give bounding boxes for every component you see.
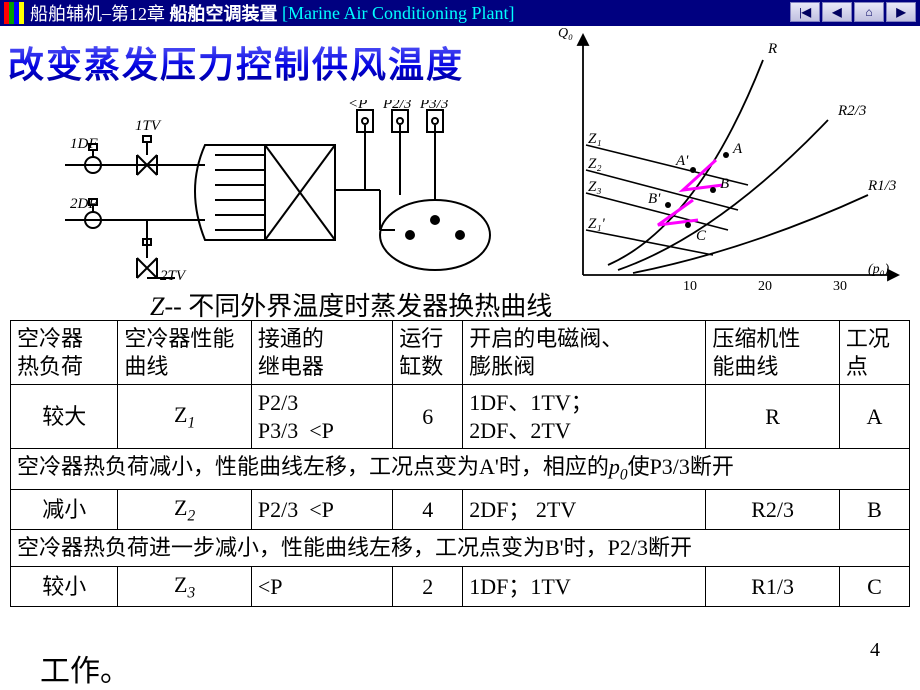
z-caption-text: 不同外界温度时蒸发器换热曲线 — [188, 292, 552, 321]
curve-r23-label: R2/3 — [837, 103, 866, 119]
cell: A — [839, 385, 909, 449]
table-row: 较大 Z1 P2/3P3/3 <P 6 1DF、1TV；2DF、2TV R A — [11, 385, 910, 449]
nav-next-button[interactable]: ▶ — [886, 2, 916, 22]
cell: Z3 — [118, 566, 251, 607]
cell: C — [839, 566, 909, 607]
label-2df: 2DF — [70, 196, 98, 212]
title-bar: 船舶辅机 – 第12章 船舶空调装置 [Marine Air Condition… — [0, 0, 920, 26]
cell: B — [839, 489, 909, 530]
performance-chart: 10 20 30 (p₀) Q₀ — [548, 25, 918, 295]
cell: 6 — [393, 385, 463, 449]
label-1df: 1DF — [70, 136, 98, 152]
cell: R2/3 — [706, 489, 839, 530]
label-2tv: 2TV — [160, 268, 187, 284]
label-p-lt: <P — [348, 100, 367, 112]
cell: 2DF； 2TV — [463, 489, 706, 530]
cell: 减小 — [11, 489, 118, 530]
z-dash: -- — [164, 292, 181, 321]
th-valves: 开启的电磁阀、膨胀阀 — [463, 321, 706, 385]
th-cylinders: 运行缸数 — [393, 321, 463, 385]
app-logo-icon — [4, 2, 26, 24]
pt-a: A — [732, 141, 743, 157]
footer-fragment: 工作。 — [40, 646, 130, 690]
nav-home-button[interactable]: ⌂ — [854, 2, 884, 22]
table-header-row: 空冷器热负荷 空冷器性能曲线 接通的继电器 运行缸数 开启的电磁阀、膨胀阀 压缩… — [11, 321, 910, 385]
curve-r13-label: R1/3 — [867, 178, 896, 194]
label-p33: P3/3 — [419, 100, 448, 112]
span-cell: 空冷器热负荷减小，性能曲线左移，工况点变为A'时，相应的p0使P3/3断开 — [11, 449, 910, 490]
bar-chapter: 第12章 — [111, 0, 165, 26]
table-span-row: 空冷器热负荷进一步减小，性能曲线左移，工况点变为B'时，P2/3断开 — [11, 530, 910, 567]
cell: 1DF；1TV — [463, 566, 706, 607]
cell: <P — [251, 566, 392, 607]
bar-dash: – — [102, 3, 111, 24]
span-cell: 空冷器热负荷进一步减小，性能曲线左移，工况点变为B'时，P2/3断开 — [11, 530, 910, 567]
th-rcurve: 压缩机性能曲线 — [706, 321, 839, 385]
label-p23: P2/3 — [382, 100, 411, 112]
cell: R — [706, 385, 839, 449]
x-axis-label: (p₀) — [868, 262, 890, 277]
z-caption: Z-- 不同外界温度时蒸发器换热曲线 — [150, 286, 552, 323]
z-letter: Z — [150, 292, 164, 321]
z1p-label: Z₁' — [588, 216, 606, 232]
cell: 较小 — [11, 566, 118, 607]
table-span-row: 空冷器热负荷减小，性能曲线左移，工况点变为A'时，相应的p0使P3/3断开 — [11, 449, 910, 490]
slide-title: 改变蒸发压力控制供风温度 — [8, 36, 464, 88]
nav-first-button[interactable]: |◀ — [790, 2, 820, 22]
nav-prev-button[interactable]: ◀ — [822, 2, 852, 22]
label-1tv: 1TV — [135, 118, 162, 134]
z2-label: Z₂ — [588, 156, 602, 172]
pt-b: B — [720, 176, 729, 192]
xtick-30: 30 — [833, 279, 847, 294]
z1-label: Z₁ — [588, 131, 602, 147]
operating-table: 空冷器热负荷 空冷器性能曲线 接通的继电器 运行缸数 开启的电磁阀、膨胀阀 压缩… — [10, 320, 910, 607]
y-axis-label: Q₀ — [558, 26, 573, 41]
pt-c: C — [696, 228, 707, 244]
cell: 较大 — [11, 385, 118, 449]
cell: 2 — [393, 566, 463, 607]
curve-r-label: R — [767, 41, 777, 57]
cell: P2/3P3/3 <P — [251, 385, 392, 449]
page-number: 4 — [870, 639, 880, 662]
table-row: 较小 Z3 <P 2 1DF；1TV R1/3 C — [11, 566, 910, 607]
cell: Z1 — [118, 385, 251, 449]
schematic-diagram: 1DF 1TV 2DF 2TV <P P2/3 P3/3 — [65, 100, 535, 290]
pt-bp: B' — [648, 191, 661, 207]
th-zcurve: 空冷器性能曲线 — [118, 321, 251, 385]
cell: R1/3 — [706, 566, 839, 607]
th-relays: 接通的继电器 — [251, 321, 392, 385]
cell: P2/3 <P — [251, 489, 392, 530]
table-row: 减小 Z2 P2/3 <P 4 2DF； 2TV R2/3 B — [11, 489, 910, 530]
cell: Z2 — [118, 489, 251, 530]
xtick-20: 20 — [758, 279, 772, 294]
cell: 1DF、1TV；2DF、2TV — [463, 385, 706, 449]
th-load: 空冷器热负荷 — [11, 321, 118, 385]
nav-button-group: |◀ ◀ ⌂ ▶ — [790, 2, 916, 22]
bar-title-bold: 船舶空调装置 — [170, 0, 278, 26]
xtick-10: 10 — [683, 279, 697, 294]
z3-label: Z₃ — [588, 179, 602, 195]
th-point: 工况点 — [839, 321, 909, 385]
bar-text-pre: 船舶辅机 — [30, 0, 102, 26]
bar-title-english: [Marine Air Conditioning Plant] — [282, 3, 514, 24]
cell: 4 — [393, 489, 463, 530]
pt-ap: A' — [675, 153, 689, 169]
